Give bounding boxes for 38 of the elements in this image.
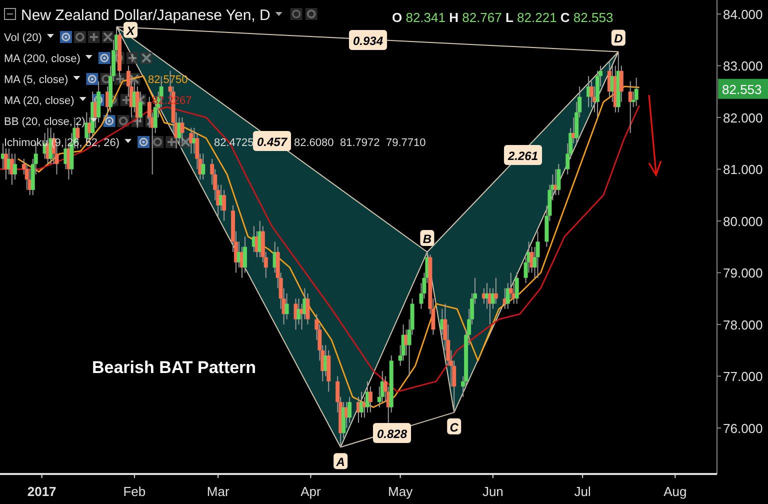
annotation: BB (20, close, 2): [4, 116, 86, 128]
x-tick-label: Jun: [482, 484, 504, 499]
annotation: MA (20, close): [4, 95, 74, 107]
annotation: Bearish BAT Pattern: [92, 358, 256, 377]
text: New Zealand Dollar/Japanese Yen, D: [21, 7, 270, 24]
y-tick-label: 81.000: [723, 162, 763, 178]
y-tick-label: 82.000: [723, 110, 763, 126]
x-tick-label: Feb: [123, 484, 146, 499]
x-tick-label: Aug: [664, 484, 687, 499]
annotation: 2.261: [506, 149, 538, 163]
text: 82.553: [722, 82, 762, 97]
y-tick-label: 77.000: [723, 369, 763, 384]
annotation: Vol (20): [4, 32, 42, 44]
annotation: 0.828: [376, 427, 408, 441]
x-tick-label: Jul: [574, 484, 591, 499]
data-label: X: [126, 24, 136, 38]
data-label: B: [422, 232, 432, 246]
annotation: MA (5, close): [4, 74, 68, 86]
x-tick-label: 2017: [27, 484, 56, 499]
y-tick-label: 83.000: [723, 58, 763, 74]
annotation: MA (200, close): [4, 53, 80, 65]
y-tick-label: 78.000: [723, 317, 763, 332]
annotation: 0.457: [256, 135, 288, 149]
y-tick-label: 79.000: [723, 266, 763, 281]
annotation: 0.934: [352, 34, 384, 48]
x-tick-label: Mar: [206, 484, 230, 499]
data-label: D: [614, 32, 624, 46]
x-tick-label: May: [388, 484, 414, 499]
x-tick-label: Apr: [300, 484, 322, 499]
data-label: A: [335, 455, 345, 470]
annotation: 81.7972: [340, 137, 380, 149]
y-tick-label: 80.000: [723, 214, 763, 229]
annotation: O 82.341 H 82.767 L 82.221 C 82.553: [392, 10, 614, 25]
y-tick-label: 84.000: [723, 6, 763, 22]
annotation: 79.7710: [386, 137, 426, 149]
data-label: C: [450, 420, 459, 434]
annotation: 82.6080: [294, 137, 334, 149]
y-tick-label: 76.000: [723, 420, 763, 436]
